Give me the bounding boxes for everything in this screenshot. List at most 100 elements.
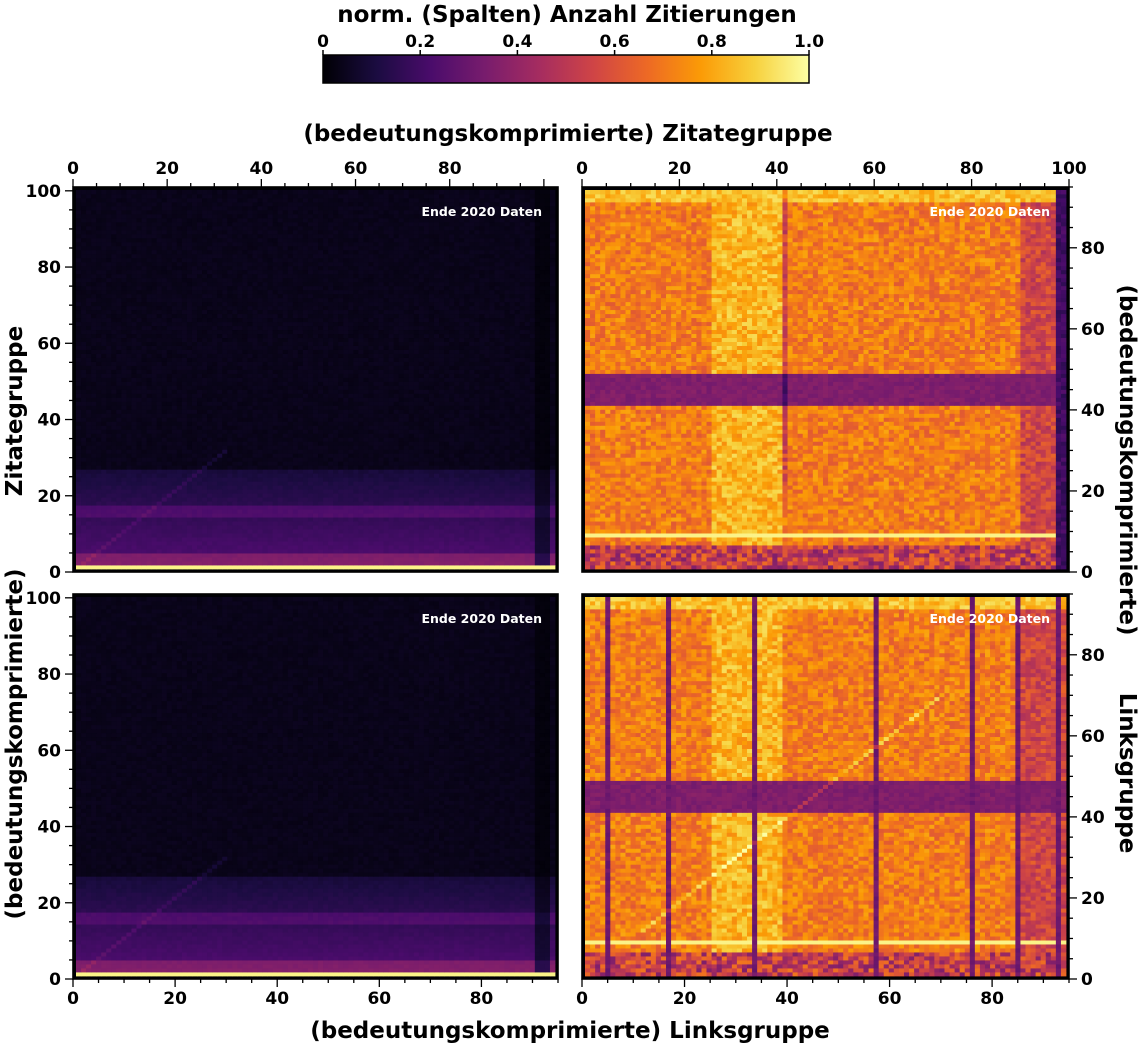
heatmap-cell (409, 537, 414, 541)
heatmap-cell (162, 545, 167, 549)
heatmap-cell (182, 541, 187, 545)
heatmap-cell (449, 517, 454, 521)
heatmap-cell (207, 465, 212, 469)
heatmap-cell (182, 481, 187, 485)
heatmap-cell (520, 381, 525, 385)
heatmap-cell (293, 477, 298, 481)
heatmap-cell (91, 366, 96, 370)
heatmap-cell (474, 481, 479, 485)
heatmap-cell (247, 453, 252, 457)
heatmap-cell (494, 453, 499, 457)
heatmap-cell (469, 405, 474, 409)
heatmap-cell (106, 457, 111, 461)
heatmap-cell (394, 461, 399, 465)
heatmap-cell (525, 421, 530, 425)
heatmap-cell (157, 557, 162, 561)
heatmap-cell (278, 473, 283, 477)
heatmap-cell (126, 517, 131, 521)
heatmap-cell (177, 565, 182, 569)
heatmap-cell (469, 417, 474, 421)
heatmap-cell (343, 553, 348, 557)
heatmap-cell (414, 561, 419, 565)
heatmap-cell (147, 505, 152, 509)
heatmap-cell (358, 469, 363, 473)
heatmap-cell (116, 533, 121, 537)
heatmap-cell (404, 429, 409, 433)
heatmap-cell (207, 421, 212, 425)
heatmap-cell (389, 405, 394, 409)
heatmap-cell (489, 561, 494, 565)
heatmap-cell (202, 513, 207, 517)
heatmap-cell (126, 429, 131, 433)
heatmap-cell (298, 417, 303, 421)
heatmap-cell (505, 485, 510, 489)
heatmap-cell (258, 374, 263, 378)
heatmap-cell (207, 553, 212, 557)
heatmap-cell (505, 397, 510, 401)
heatmap-cell (368, 429, 373, 433)
heatmap-cell (474, 425, 479, 429)
heatmap-cell (489, 497, 494, 501)
heatmap-cell (157, 501, 162, 505)
heatmap-cell (379, 469, 384, 473)
heatmap-cell (358, 378, 363, 382)
heatmap-cell (258, 417, 263, 421)
heatmap-cell (278, 469, 283, 473)
heatmap-cell (258, 533, 263, 537)
heatmap-cell (434, 537, 439, 541)
heatmap-cell (530, 366, 535, 370)
heatmap-cell (167, 465, 172, 469)
heatmap-cell (414, 389, 419, 393)
heatmap-cell (439, 549, 444, 553)
heatmap-cell (162, 465, 167, 469)
heatmap-cell (258, 429, 263, 433)
heatmap-cell (358, 401, 363, 405)
heatmap-cell (293, 421, 298, 425)
heatmap-cell (273, 385, 278, 389)
heatmap-cell (101, 493, 106, 497)
heatmap-cell (298, 401, 303, 405)
heatmap-cell (268, 385, 273, 389)
heatmap-cell (444, 393, 449, 397)
heatmap-cell (162, 441, 167, 445)
heatmap-cell (222, 497, 227, 501)
heatmap-cell (106, 553, 111, 557)
heatmap-cell (212, 397, 217, 401)
heatmap-cell (126, 393, 131, 397)
heatmap-cell (142, 441, 147, 445)
heatmap-cell (414, 457, 419, 461)
heatmap-cell (530, 401, 535, 405)
heatmap-cell (192, 481, 197, 485)
heatmap-cell (389, 374, 394, 378)
heatmap-cell (268, 485, 273, 489)
heatmap-cell (81, 421, 86, 425)
heatmap-cell (399, 489, 404, 493)
heatmap-cell (384, 385, 389, 389)
heatmap-cell (197, 374, 202, 378)
heatmap-cell (142, 513, 147, 517)
heatmap-cell (474, 381, 479, 385)
heatmap-cell (177, 413, 182, 417)
heatmap-cell (515, 453, 520, 457)
heatmap-cell (197, 409, 202, 413)
heatmap-cell (137, 545, 142, 549)
heatmap-cell (494, 469, 499, 473)
heatmap-cell (237, 366, 242, 370)
heatmap-cell (177, 517, 182, 521)
heatmap-cell (247, 393, 252, 397)
heatmap-cell (338, 445, 343, 449)
heatmap-cell (131, 358, 136, 362)
heatmap-cell (389, 453, 394, 457)
heatmap-cell (454, 517, 459, 521)
heatmap-cell (293, 425, 298, 429)
heatmap-cell (192, 529, 197, 533)
heatmap-cell (414, 521, 419, 525)
heatmap-cell (429, 433, 434, 437)
heatmap-cell (86, 525, 91, 529)
heatmap-cell (409, 437, 414, 441)
heatmap-cell (152, 457, 157, 461)
heatmap-cell (399, 497, 404, 501)
heatmap-cell (177, 385, 182, 389)
heatmap-cell (368, 389, 373, 393)
heatmap-cell (116, 378, 121, 382)
